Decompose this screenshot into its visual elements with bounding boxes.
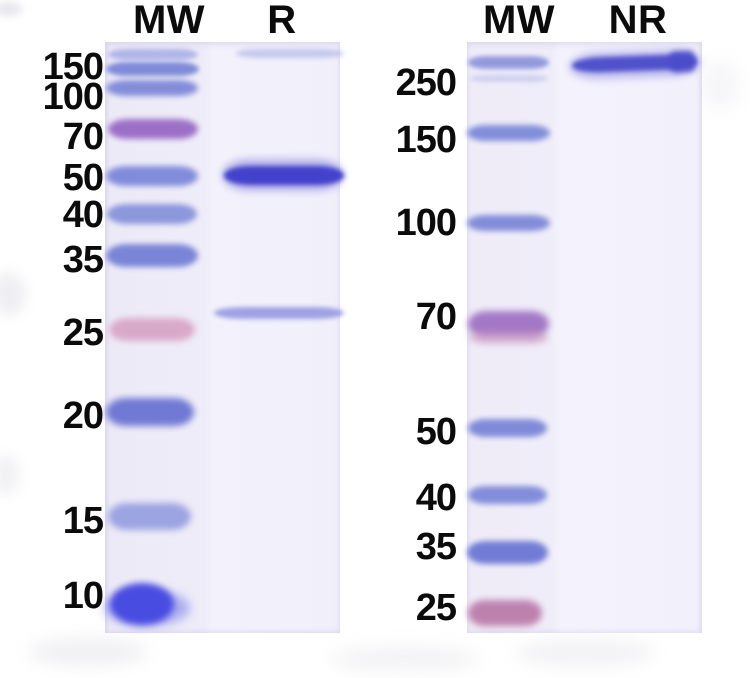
gel-band-reduced-mw-50 [106,166,198,186]
mw-marker-non-reduced-40: 40 [415,477,457,519]
gel-band-reduced-mw-35 [106,244,198,267]
mw-marker-reduced-40: 40 [62,194,104,236]
lane-header-sample-nonreduced: NR [608,0,668,42]
mw-marker-non-reduced-35: 35 [415,526,457,568]
background-smudge-4 [330,646,480,672]
gel-band-non-reduced-mw-150 [467,125,550,141]
gel-band-reduced-r-heavy-50-core [224,166,344,185]
background-smudge-0 [0,2,22,16]
gel-band-non-reduced-mw-100 [467,215,550,231]
background-smudge-6 [700,60,740,110]
mw-marker-non-reduced-250: 250 [395,62,457,104]
mw-marker-non-reduced-100: 100 [395,202,457,244]
lane-header-mw-nonreduced: MW [482,0,556,42]
mw-marker-non-reduced-70: 70 [415,296,457,338]
mw-marker-reduced-10: 10 [62,575,104,617]
gel-band-reduced-mw-150 [106,62,199,76]
background-smudge-2 [0,455,20,495]
gel-band-reduced-mw-100 [106,80,198,96]
gel-band-reduced-mw-25 [109,318,195,341]
gel-band-non-reduced-mw-40 [468,486,547,504]
mw-marker-non-reduced-150: 150 [395,119,457,161]
mw-marker-reduced-25: 25 [62,312,104,354]
lane-header-sample-reduced: R [267,0,297,42]
gel-band-reduced-r-light-25 [214,307,344,319]
gel-band-reduced-mw-70 [108,119,198,139]
mw-marker-reduced-150: 150 [42,46,104,88]
gel-band-reduced-mw-20 [106,398,194,426]
gel-band-non-reduced-mw-250-sub [470,75,548,82]
gel-band-non-reduced-mw-50 [468,419,547,437]
background-smudge-5 [515,638,655,668]
gel-band-non-reduced-mw-35 [467,541,548,564]
gel-band-reduced-r-faint-top [236,49,344,58]
mw-marker-reduced-15: 15 [62,500,104,542]
mw-marker-reduced-50: 50 [62,157,104,199]
mw-marker-reduced-35: 35 [62,239,104,281]
gel-band-reduced-mw-15 [108,503,191,530]
background-smudge-3 [28,638,148,666]
mw-marker-labels-nonreduced: 250 150 100 70 50 40 35 25 [368,0,457,678]
mw-marker-reduced-70: 70 [62,116,104,158]
mw-marker-non-reduced-50: 50 [415,411,457,453]
gel-band-non-reduced-mw-70-pink [469,331,548,344]
gel-band-reduced-mw-40 [107,204,197,224]
lane-header-mw-reduced: MW [132,0,206,42]
gel-band-non-reduced-mw-25 [468,600,542,626]
mw-marker-reduced-20: 20 [62,395,104,437]
gel-band-non-reduced-mw-250 [468,56,549,69]
background-smudge-1 [0,272,26,316]
mw-marker-reduced-100: 100 [42,76,104,118]
gel-band-reduced-mw-10 [110,583,174,625]
mw-marker-non-reduced-25: 25 [415,587,457,629]
gel-band-reduced-mw-top-faint [108,49,198,60]
gel-band-non-reduced-nr-heavy-right-cap [668,50,697,73]
mw-marker-labels-reduced: 150 100 70 50 40 35 25 20 15 10 [18,0,104,678]
